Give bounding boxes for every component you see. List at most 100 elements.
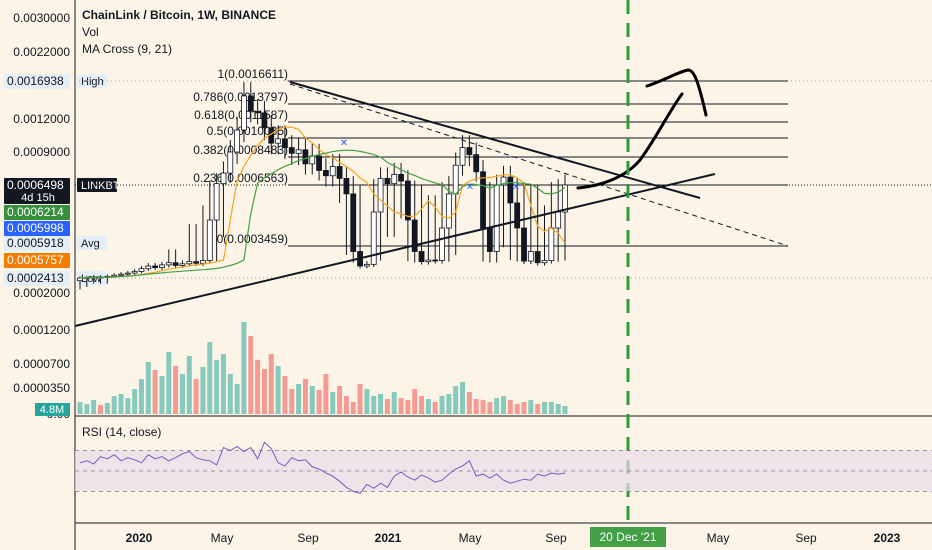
candle-body (377, 177, 384, 213)
rsi-indicator-label[interactable]: RSI (14, close) (82, 425, 162, 439)
y-tick-label: 0.0012000 (13, 112, 70, 126)
volume-bar (125, 398, 131, 414)
candle-body (562, 184, 568, 213)
candle-body (439, 227, 445, 261)
volume-bar (562, 406, 568, 414)
candle-body (179, 263, 186, 266)
candle-body (145, 265, 152, 270)
volume-bar (528, 400, 534, 414)
price-label-bg (4, 271, 70, 286)
date-highlight-bg (590, 527, 666, 547)
volume-bar (507, 400, 513, 414)
volume-bar (466, 392, 472, 414)
volume-bar (494, 398, 500, 414)
volume-bar (268, 354, 274, 414)
x-tick-label: Sep (297, 531, 319, 545)
candle-body (486, 227, 493, 252)
volume-bar (514, 404, 520, 414)
fib-level-label: 0.382(0.0008483) (193, 143, 288, 157)
volume-bar (446, 394, 452, 414)
candle-body (234, 129, 241, 153)
price-label-bg (4, 253, 70, 268)
candle-body (391, 174, 398, 185)
x-tick-label: May (211, 531, 234, 545)
volume-bar (487, 402, 493, 414)
y-tick-label: 0.0009000 (13, 145, 70, 159)
candle-body (336, 166, 343, 179)
candle-body (527, 251, 534, 262)
price-label-bg (4, 221, 70, 236)
volume-bar (302, 379, 308, 414)
price-tag-text: High (81, 76, 104, 88)
volume-bar (282, 376, 288, 414)
volume-bar (248, 336, 254, 414)
price-tag-text: Avg (81, 238, 100, 250)
y-tick-label: 0.0030000 (13, 11, 70, 25)
candle-body (425, 259, 432, 263)
x-tick-label: 2021 (375, 531, 402, 545)
price-label-value: 0.0006214 (7, 205, 64, 219)
volume-bar (501, 396, 507, 414)
volume-bar (473, 399, 479, 414)
candle-body (329, 166, 336, 177)
volume-bar (261, 369, 267, 414)
freehand-arrow (576, 92, 684, 190)
candle-body (398, 174, 404, 182)
candle-body (473, 154, 480, 173)
price-label-value: 0.0006498 (7, 178, 64, 192)
volume-bar (214, 360, 220, 414)
volume-bar (186, 356, 192, 414)
volume-bar (193, 379, 199, 414)
volume-bar (138, 379, 144, 414)
candle-body (118, 273, 124, 276)
candle-body (200, 260, 206, 264)
dashed-trendline (289, 83, 789, 247)
volume-bar (234, 384, 240, 414)
volume-bar (371, 396, 377, 414)
candle-body (131, 271, 138, 274)
candle-body (445, 193, 452, 229)
ma-slow-line (79, 149, 566, 279)
candle-body (418, 251, 425, 263)
volume-bar (542, 402, 548, 414)
volume-bar (77, 402, 83, 414)
volume-bar (145, 362, 151, 414)
volume-bar (220, 354, 226, 414)
volume-bar (316, 390, 322, 414)
price-label-value: 0.0016938 (7, 74, 64, 88)
candle-body (316, 155, 322, 171)
candle-body (227, 151, 234, 174)
volume-bar (412, 389, 418, 414)
price-label-value: 0.0005918 (7, 236, 64, 250)
volume-bar (337, 386, 343, 414)
ma-cross-marker: ✕ (340, 138, 348, 149)
volume-bar (84, 404, 90, 414)
candle-body (459, 147, 466, 166)
ascending-trendline (74, 173, 716, 327)
candle-body (480, 171, 486, 229)
price-label-bg (4, 74, 70, 89)
freehand-arrow-head (645, 68, 708, 117)
candle-body (275, 138, 281, 144)
volume-bar (296, 384, 302, 414)
y-tick-label: 0.0000350 (13, 381, 70, 395)
price-label-countdown: 4d 15h (21, 192, 55, 204)
chart-legend: ChainLink / Bitcoin, 1W, BINANCE Vol MA … (82, 7, 276, 58)
fib-level-label: 0.786(0.0013797) (193, 90, 288, 104)
price-label-value: 0.0002413 (7, 271, 64, 285)
fib-level-label: 0(0.0003459) (217, 232, 288, 246)
volume-bar (343, 396, 349, 414)
candle-body (514, 202, 521, 229)
volume-bar (132, 389, 138, 414)
candle-body (302, 149, 309, 165)
vol-indicator-label[interactable]: Vol (82, 25, 99, 39)
volume-label-bg (35, 403, 70, 416)
ma-cross-indicator-label[interactable]: MA Cross (9, 21) (82, 42, 173, 56)
candle-body (165, 262, 172, 266)
volume-bar (152, 370, 158, 414)
y-tick-label: 0.0001200 (13, 323, 70, 337)
x-tick-label: 2020 (126, 531, 153, 545)
candle-body (466, 147, 473, 156)
